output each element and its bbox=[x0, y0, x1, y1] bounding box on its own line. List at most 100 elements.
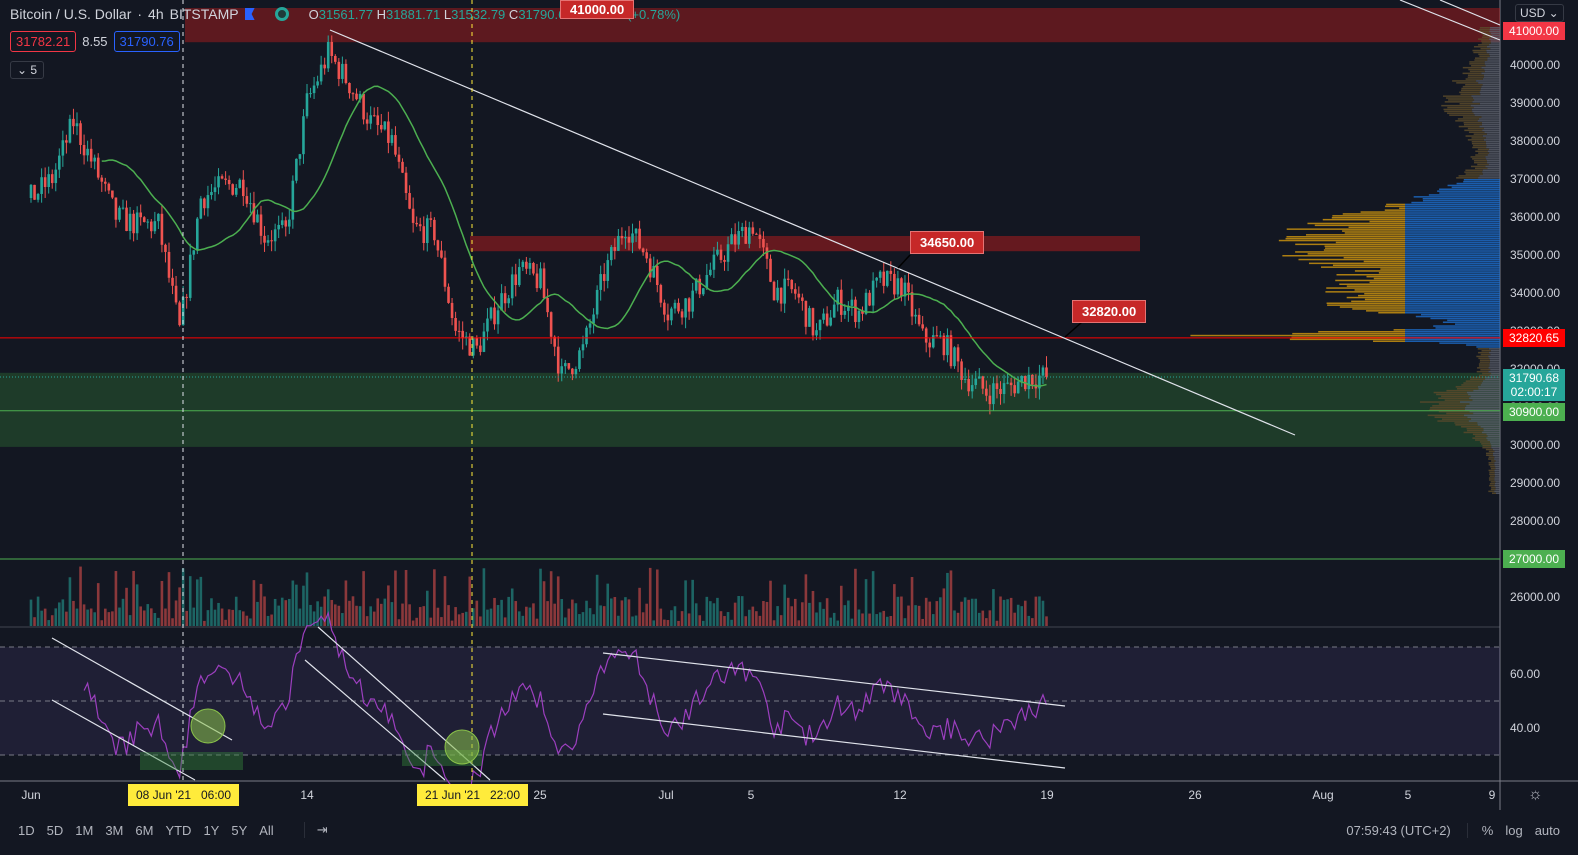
candle bbox=[588, 323, 592, 328]
volume-bar bbox=[896, 596, 900, 626]
volume-profile-bar bbox=[1480, 369, 1491, 371]
volume-profile-bar bbox=[1455, 386, 1478, 388]
candle bbox=[65, 140, 68, 143]
volume-bar bbox=[836, 620, 840, 626]
volume-bar bbox=[815, 612, 818, 626]
candle bbox=[100, 177, 104, 182]
volume-profile-bar bbox=[1468, 393, 1500, 396]
volume-profile-bar bbox=[1465, 173, 1483, 175]
range-5y[interactable]: 5Y bbox=[231, 822, 248, 838]
candle bbox=[719, 249, 723, 260]
volume-profile-bar bbox=[1325, 247, 1405, 249]
candle bbox=[613, 247, 617, 251]
volume-profile-bar bbox=[1405, 300, 1500, 303]
volume-profile-bar bbox=[1494, 479, 1500, 481]
volume-bar bbox=[977, 612, 981, 626]
volume-profile-bar bbox=[1405, 239, 1500, 242]
volume-bar bbox=[510, 588, 514, 626]
callout-34650[interactable]: 34650.00 bbox=[910, 231, 985, 254]
volume-profile-bar bbox=[1489, 38, 1500, 40]
volume-profile-bar bbox=[1405, 281, 1500, 284]
volume-bar bbox=[606, 583, 610, 626]
range-1y[interactable]: 1Y bbox=[203, 822, 220, 838]
interval[interactable]: 4h bbox=[148, 6, 164, 22]
volume-bar bbox=[861, 613, 864, 626]
low-value: 31532.79 bbox=[451, 6, 506, 22]
candle bbox=[832, 304, 836, 318]
candle bbox=[801, 297, 804, 301]
volume-profile-bar bbox=[1486, 144, 1500, 147]
x-tick: 25 bbox=[533, 788, 547, 802]
volume-profile-bar bbox=[1405, 247, 1500, 249]
volume-bar bbox=[521, 615, 525, 626]
currency-select[interactable]: USD ⌄ bbox=[1515, 4, 1564, 22]
candle bbox=[995, 383, 999, 389]
callout-32820[interactable]: 32820.00 bbox=[1072, 300, 1147, 323]
volume-profile-bar bbox=[1415, 315, 1500, 318]
volume-profile-bar bbox=[1488, 462, 1495, 464]
callout-41000[interactable]: 41000.00 bbox=[560, 0, 635, 19]
sell-button[interactable]: 31782.21 bbox=[10, 31, 77, 52]
log-toggle[interactable]: log bbox=[1505, 822, 1523, 838]
volume-profile-bar bbox=[1461, 384, 1481, 386]
volume-profile-bar bbox=[1405, 268, 1500, 270]
volume-bar bbox=[684, 580, 687, 626]
candle bbox=[868, 292, 871, 306]
indicators-toggle[interactable]: ⌄ 5 bbox=[10, 61, 45, 79]
volume-bar bbox=[36, 596, 40, 626]
volume-profile-bar bbox=[1373, 340, 1405, 342]
volume-profile-bar bbox=[1494, 473, 1500, 475]
range-ytd[interactable]: YTD bbox=[165, 822, 192, 838]
volume-profile-bar bbox=[1446, 389, 1474, 392]
volume-profile-bar bbox=[1482, 446, 1492, 449]
volume-profile-bar bbox=[1477, 348, 1489, 350]
volume-profile-bar bbox=[1479, 27, 1490, 29]
y-tick: 30000.00 bbox=[1510, 438, 1560, 452]
volume-profile-bar bbox=[1495, 460, 1500, 462]
volume-profile-bar bbox=[1485, 378, 1500, 380]
volume-profile-bar bbox=[1405, 279, 1500, 282]
settings-gear-icon[interactable]: ☼ bbox=[1528, 786, 1543, 803]
volume-profile-bar bbox=[1298, 258, 1405, 261]
volume-profile-bar bbox=[1322, 218, 1405, 221]
clock[interactable]: 07:59:43 (UTC+2) bbox=[1346, 822, 1451, 838]
volume-bar bbox=[305, 572, 309, 626]
range-5d[interactable]: 5D bbox=[46, 822, 64, 838]
volume-bar bbox=[188, 576, 192, 626]
volume-profile-bar bbox=[1484, 70, 1500, 73]
volume-bar bbox=[893, 584, 896, 626]
volume-profile-bar bbox=[1486, 158, 1500, 160]
buy-button[interactable]: 31790.76 bbox=[113, 31, 180, 52]
candle bbox=[571, 368, 574, 375]
auto-toggle[interactable]: auto bbox=[1534, 822, 1560, 838]
volume-profile-bar bbox=[1486, 454, 1494, 456]
volume-profile-bar bbox=[1434, 416, 1468, 418]
candle bbox=[164, 244, 167, 252]
range-6m[interactable]: 6M bbox=[135, 822, 154, 838]
volume-bar bbox=[397, 619, 401, 626]
volume-bar bbox=[939, 597, 942, 626]
rsi-line bbox=[83, 611, 1048, 797]
volume-bar bbox=[935, 601, 939, 626]
flag-icon[interactable] bbox=[244, 8, 255, 20]
range-3m[interactable]: 3M bbox=[105, 822, 124, 838]
volume-bar bbox=[917, 605, 921, 626]
candle bbox=[691, 290, 694, 312]
range-1m[interactable]: 1M bbox=[75, 822, 94, 838]
range-all[interactable]: All bbox=[259, 822, 274, 838]
percent-toggle[interactable]: % bbox=[1466, 822, 1493, 838]
volume-bar bbox=[847, 600, 850, 626]
volume-profile-bar bbox=[1323, 249, 1405, 251]
candle bbox=[390, 135, 394, 143]
volume-profile-bar bbox=[1405, 218, 1500, 221]
range-1d[interactable]: 1D bbox=[18, 822, 35, 838]
candle bbox=[457, 330, 461, 332]
rsi-circle bbox=[444, 729, 480, 765]
date-range-icon[interactable]: ⇥ bbox=[303, 822, 328, 838]
symbol-name[interactable]: Bitcoin / U.S. Dollar bbox=[10, 6, 132, 22]
volume-profile-bar bbox=[1485, 448, 1493, 451]
volume-profile-bar bbox=[1343, 256, 1405, 259]
price-chart[interactable]: 40000.00 39000.00 38000.00 37000.00 36000.00… bbox=[0, 0, 1578, 812]
candle bbox=[443, 257, 447, 287]
volume-bar bbox=[595, 574, 599, 626]
